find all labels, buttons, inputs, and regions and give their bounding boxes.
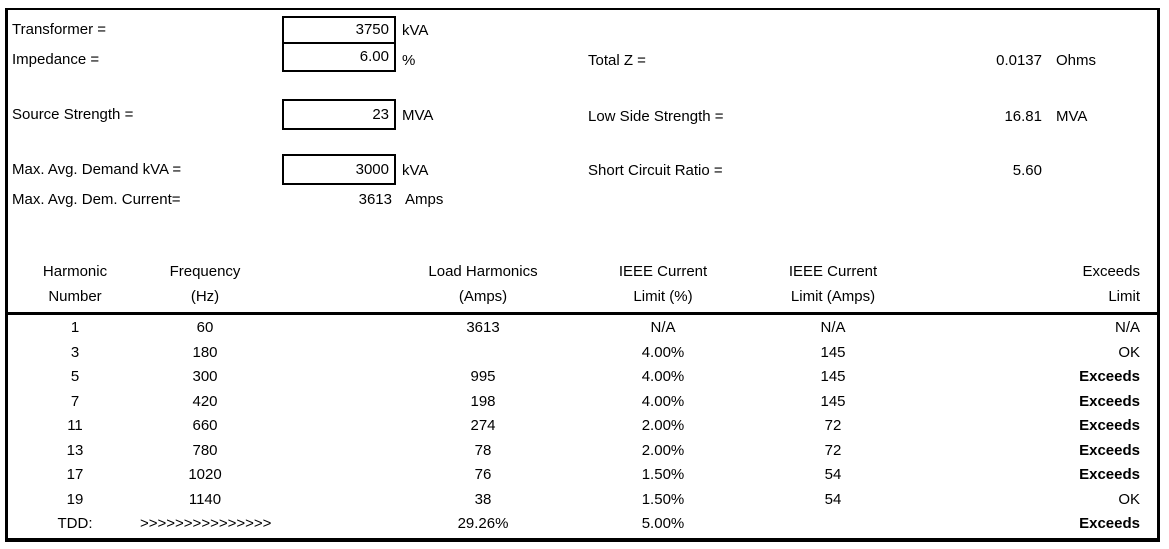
frequency-cell: 180: [192, 343, 218, 361]
header-load-line1: Load Harmonics: [428, 263, 538, 280]
frequency-cell: 780: [192, 441, 218, 459]
header-separator-rule: [8, 312, 1157, 315]
max-avg-demand-unit: kVA: [402, 162, 429, 179]
total-z-unit: Ohms: [1056, 52, 1097, 69]
limit-amps-cell: N/A: [820, 319, 846, 336]
max-avg-demand-label: Max. Avg. Demand kVA =: [12, 161, 182, 178]
tdd-limit-pct-cell: 5.00%: [641, 515, 685, 532]
header-harmonic-line1: Harmonic: [42, 263, 108, 280]
table-row: 1 60 3613 N/A N/A N/A: [0, 316, 1169, 341]
transformer-kva-input[interactable]: 3750: [282, 16, 396, 44]
table-row: 7 420 198 4.00% 145 Exceeds: [0, 390, 1169, 415]
impedance-label: Impedance =: [12, 51, 100, 68]
tdd-value-cell: 29.26%: [457, 515, 509, 532]
table-row: 19 1140 38 1.50% 54 OK: [0, 488, 1169, 513]
limit-pct-cell: 2.00%: [641, 417, 685, 434]
load-harmonics-cell: 38: [474, 490, 492, 508]
harmonic-number-cell: 11: [67, 417, 83, 434]
total-z-value: 0.0137: [996, 52, 1042, 69]
load-harmonics-cell: 274: [470, 417, 496, 434]
header-limit-amps-line1: IEEE Current: [788, 263, 878, 280]
header-exceeds-line1: Exceeds: [1082, 263, 1140, 280]
harmonic-number-cell: 3: [70, 343, 80, 361]
exceeds-limit-cell: OK: [1118, 490, 1140, 508]
load-harmonics-cell: 76: [474, 466, 492, 483]
low-side-label: Low Side Strength =: [588, 108, 724, 125]
limit-pct-cell: 4.00%: [641, 368, 685, 385]
max-avg-current-label: Max. Avg. Dem. Current=: [12, 191, 181, 208]
header-limit-pct-line1: IEEE Current: [618, 263, 708, 280]
exceeds-limit-cell: Exceeds: [1079, 441, 1140, 459]
tdd-chevrons-cell: >>>>>>>>>>>>>>>: [140, 515, 272, 532]
transformer-unit: kVA: [402, 22, 429, 39]
table-row: 11 660 274 2.00% 72 Exceeds: [0, 414, 1169, 439]
limit-amps-cell: 145: [820, 392, 846, 410]
harmonic-number-cell: 7: [70, 392, 80, 410]
exceeds-limit-cell: Exceeds: [1079, 466, 1140, 483]
total-z-label: Total Z =: [588, 52, 646, 69]
scr-value: 5.60: [1012, 162, 1042, 179]
header-exceeds-line2: Limit: [1108, 288, 1140, 305]
exceeds-limit-cell: Exceeds: [1079, 392, 1140, 410]
exceeds-limit-cell: Exceeds: [1079, 417, 1140, 434]
max-avg-current-unit: Amps: [405, 191, 444, 208]
table-row: 13 780 78 2.00% 72 Exceeds: [0, 439, 1169, 464]
header-frequency-line1: Frequency: [169, 263, 241, 280]
source-strength-label: Source Strength =: [12, 106, 134, 123]
limit-pct-cell: 4.00%: [641, 392, 685, 410]
max-avg-current-value: 3613: [358, 191, 392, 208]
limit-amps-cell: 54: [824, 466, 842, 483]
table-row: 17 1020 76 1.50% 54 Exceeds: [0, 463, 1169, 488]
load-harmonics-cell: 3613: [466, 319, 500, 336]
load-harmonics-cell: 995: [470, 368, 496, 385]
scr-label: Short Circuit Ratio =: [588, 162, 723, 179]
low-side-unit: MVA: [1056, 108, 1088, 125]
transformer-label: Transformer =: [12, 21, 107, 38]
exceeds-limit-cell: OK: [1118, 343, 1140, 361]
tdd-label-cell: TDD:: [57, 515, 93, 532]
table-row: 3 180 4.00% 145 OK: [0, 341, 1169, 366]
harmonic-number-cell: 1: [70, 319, 80, 336]
sheet-frame: [5, 8, 1160, 542]
limit-amps-cell: 145: [820, 368, 846, 385]
frequency-cell: 300: [192, 368, 218, 385]
table-row: 5 300 995 4.00% 145 Exceeds: [0, 365, 1169, 390]
harmonic-number-cell: 17: [66, 466, 84, 483]
limit-pct-cell: 1.50%: [641, 490, 685, 508]
frequency-cell: 660: [192, 417, 218, 434]
limit-amps-cell: 54: [824, 490, 842, 508]
header-load-line2: (Amps): [458, 288, 508, 305]
limit-amps-cell: 72: [824, 441, 842, 459]
source-strength-unit: MVA: [402, 107, 434, 124]
limit-pct-cell: 2.00%: [641, 441, 685, 459]
impedance-unit: %: [402, 52, 416, 69]
header-limit-pct-line2: Limit (%): [633, 288, 693, 305]
table-row-tdd: TDD: >>>>>>>>>>>>>>> 29.26% 5.00% Exceed…: [0, 512, 1169, 537]
header-frequency-line2: (Hz): [190, 288, 220, 305]
header-limit-amps-line2: Limit (Amps): [790, 288, 876, 305]
harmonic-number-cell: 13: [66, 441, 84, 459]
load-harmonics-cell: 78: [474, 441, 492, 459]
harmonic-number-cell: 19: [66, 490, 84, 508]
frequency-cell: 420: [192, 392, 218, 410]
limit-amps-cell: 145: [820, 343, 846, 361]
impedance-input[interactable]: 6.00: [282, 42, 396, 72]
low-side-value: 16.81: [1004, 108, 1042, 125]
limit-pct-cell: 4.00%: [641, 343, 685, 361]
limit-pct-cell: N/A: [650, 319, 676, 336]
load-harmonics-cell: 198: [470, 392, 496, 410]
frequency-cell: 1020: [188, 466, 222, 483]
header-harmonic-line2: Number: [48, 288, 102, 305]
exceeds-limit-cell: Exceeds: [1079, 368, 1140, 385]
source-strength-input[interactable]: 23: [282, 99, 396, 130]
tdd-exceeds-cell: Exceeds: [1079, 515, 1140, 532]
max-avg-demand-input[interactable]: 3000: [282, 154, 396, 185]
frequency-cell: 60: [196, 319, 214, 336]
harmonic-number-cell: 5: [70, 368, 80, 385]
exceeds-limit-cell: N/A: [1114, 319, 1140, 336]
limit-amps-cell: 72: [824, 417, 842, 434]
frequency-cell: 1140: [188, 490, 222, 508]
limit-pct-cell: 1.50%: [641, 466, 685, 483]
